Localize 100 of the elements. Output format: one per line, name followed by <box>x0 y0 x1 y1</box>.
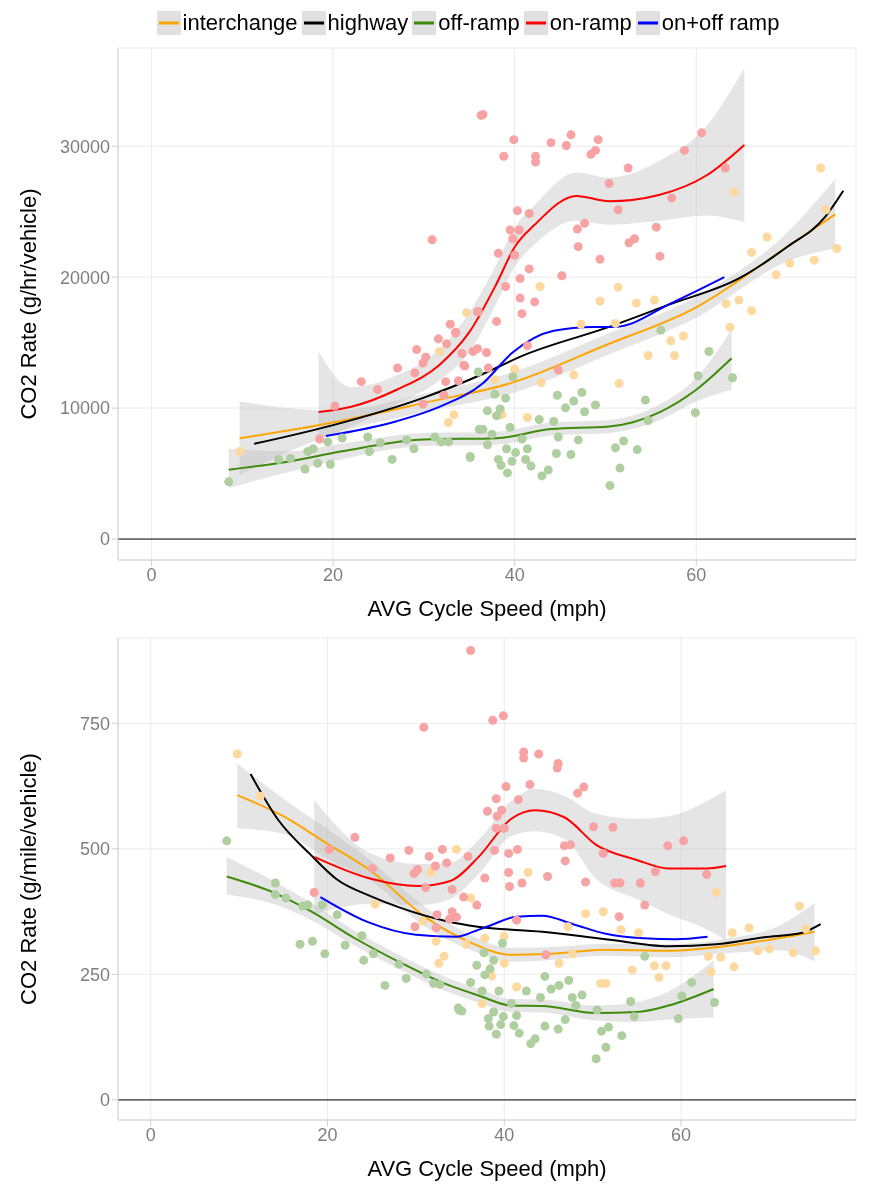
point <box>725 322 735 332</box>
point <box>595 296 605 306</box>
point <box>499 958 509 968</box>
point <box>477 999 487 1009</box>
point <box>721 299 731 309</box>
point <box>634 928 644 938</box>
point <box>649 295 659 305</box>
point <box>809 255 819 265</box>
point <box>426 867 436 877</box>
point <box>480 933 490 943</box>
point <box>666 336 676 346</box>
point <box>434 958 444 968</box>
point <box>614 379 624 389</box>
point <box>452 844 462 854</box>
point <box>431 936 441 946</box>
legend-label: interchange <box>182 10 298 36</box>
x-tick-label: 20 <box>317 1124 338 1145</box>
point <box>832 243 842 253</box>
x-tick-label: 0 <box>146 564 157 585</box>
point <box>449 410 459 420</box>
point <box>522 413 532 423</box>
x-tick-label: 60 <box>670 1124 692 1145</box>
point <box>744 923 754 933</box>
point <box>729 187 739 197</box>
point <box>581 909 591 919</box>
line-series <box>313 809 728 888</box>
point <box>523 867 533 877</box>
y-tick-label: 30000 <box>59 136 110 157</box>
point <box>654 972 664 982</box>
point <box>443 418 453 428</box>
y-tick-label: 750 <box>79 713 110 734</box>
point <box>235 447 245 457</box>
y-tick-label: 500 <box>79 839 110 860</box>
point <box>771 270 781 280</box>
point <box>462 308 472 318</box>
x-axis-title: AVG Cycle Speed (mph) <box>367 1156 607 1181</box>
point <box>616 925 626 935</box>
point <box>627 965 637 975</box>
point <box>232 749 242 759</box>
x-axis-title: AVG Cycle Speed (mph) <box>367 596 607 621</box>
point <box>801 924 811 934</box>
point <box>810 946 820 956</box>
point <box>764 944 774 954</box>
y-tick-label: 250 <box>79 964 110 985</box>
legend-label: on+off ramp <box>661 10 780 36</box>
point <box>554 958 564 968</box>
point <box>598 907 608 917</box>
point <box>613 282 623 292</box>
point <box>461 939 471 949</box>
point <box>788 948 798 958</box>
point <box>734 295 744 305</box>
point <box>631 298 641 308</box>
point <box>510 364 520 374</box>
point <box>661 961 671 971</box>
point <box>753 946 763 956</box>
line-series <box>317 143 746 414</box>
y-tick-label: 10000 <box>59 398 110 419</box>
point <box>643 350 653 360</box>
y-tick-label: 0 <box>99 529 110 550</box>
legend-label: highway <box>327 10 409 36</box>
point <box>563 922 573 932</box>
point <box>576 319 586 329</box>
point <box>821 205 831 215</box>
point <box>785 258 795 268</box>
point <box>703 951 713 961</box>
point <box>439 951 449 961</box>
point <box>727 928 737 938</box>
x-tick-label: 0 <box>145 1124 156 1145</box>
point <box>370 899 380 909</box>
point <box>434 347 444 357</box>
y-tick-label: 20000 <box>59 267 110 288</box>
point <box>418 916 428 926</box>
legend-label: on-ramp <box>549 10 632 36</box>
point <box>669 350 679 360</box>
point <box>255 791 265 801</box>
point <box>729 962 739 972</box>
point <box>816 163 826 173</box>
point <box>711 888 721 898</box>
y-tick-label: 0 <box>99 1090 110 1111</box>
x-tick-label: 60 <box>686 564 707 585</box>
x-tick-label: 20 <box>323 564 344 585</box>
point <box>747 306 757 316</box>
point <box>610 318 620 328</box>
point <box>747 247 757 257</box>
point <box>649 961 659 971</box>
point <box>567 949 577 959</box>
point <box>794 901 804 911</box>
line-series <box>227 357 733 471</box>
y-axis-title: CO2 Rate (g/hr/vehicle) <box>15 188 41 420</box>
point <box>536 378 546 388</box>
x-tick-label: 40 <box>494 1124 515 1145</box>
point <box>512 982 522 992</box>
point <box>569 370 579 380</box>
point <box>762 232 772 242</box>
point <box>706 967 716 977</box>
x-tick-label: 40 <box>504 564 525 585</box>
point <box>679 331 689 341</box>
point <box>716 952 726 962</box>
y-axis-title: CO2 Rate (g/mile/vehicle) <box>15 753 41 1005</box>
legend-label: off-ramp <box>438 10 520 36</box>
